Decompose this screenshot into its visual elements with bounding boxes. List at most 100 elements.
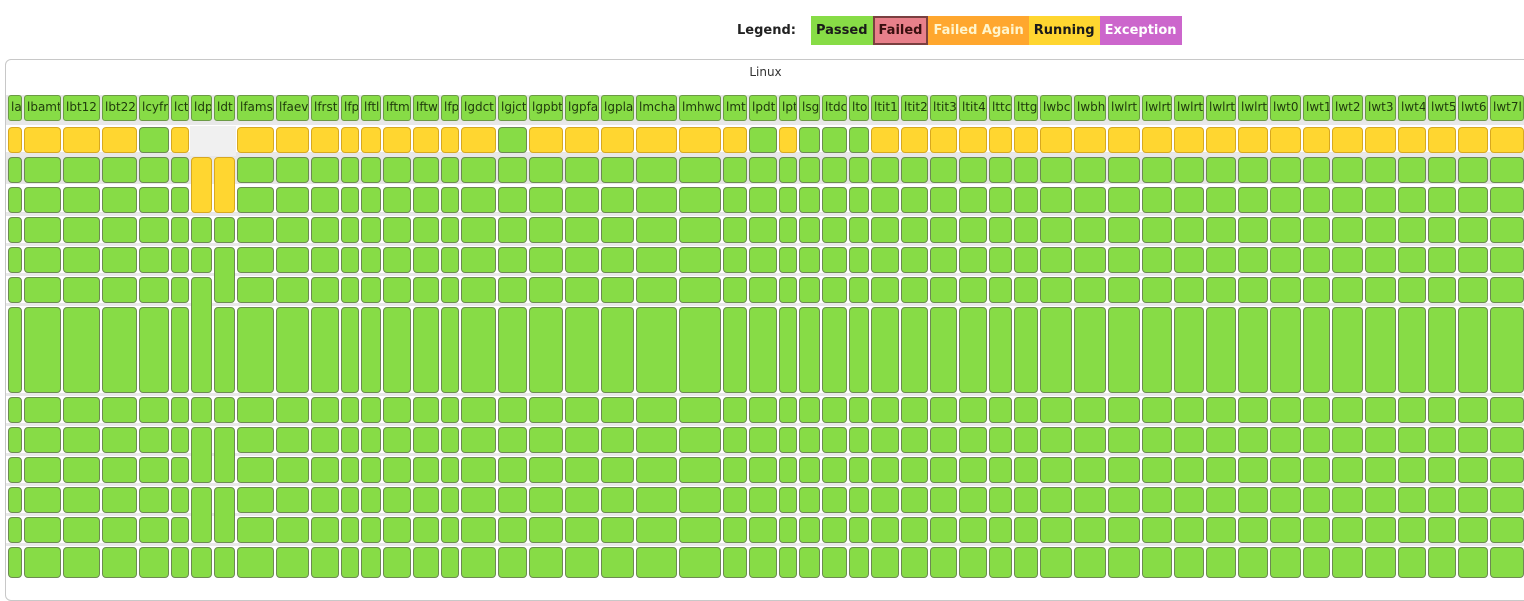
build-history-cell[interactable] <box>24 187 61 213</box>
build-history-cell[interactable] <box>1040 547 1072 578</box>
build-history-cell[interactable] <box>276 187 309 213</box>
build-history-cell[interactable] <box>989 487 1012 513</box>
build-history-cell[interactable] <box>139 457 169 483</box>
build-history-cell[interactable] <box>565 217 599 243</box>
builder-header[interactable]: lbamt <box>24 95 61 121</box>
build-history-cell[interactable] <box>679 457 721 483</box>
build-history-cell[interactable] <box>1238 217 1268 243</box>
build-history-cell[interactable] <box>723 487 747 513</box>
build-history-cell[interactable] <box>237 247 274 273</box>
build-history-cell[interactable] <box>636 517 677 543</box>
build-history-cell[interactable] <box>679 427 721 453</box>
build-history-cell[interactable] <box>1458 277 1488 303</box>
build-history-cell[interactable] <box>1270 397 1301 423</box>
build-history-cell[interactable] <box>1303 457 1330 483</box>
build-history-cell[interactable] <box>276 397 309 423</box>
build-history-cell[interactable] <box>989 397 1012 423</box>
builder-header[interactable]: lwt6 <box>1458 95 1488 121</box>
build-history-cell[interactable] <box>901 427 928 453</box>
build-history-cell[interactable] <box>1365 217 1396 243</box>
build-history-cell[interactable] <box>1428 517 1456 543</box>
build-history-cell[interactable] <box>341 517 359 543</box>
running-build-cell[interactable] <box>989 127 1012 153</box>
build-history-cell[interactable] <box>1270 187 1301 213</box>
build-history-cell[interactable] <box>276 547 309 578</box>
builder-header[interactable]: lmcha <box>636 95 677 121</box>
build-history-cell[interactable] <box>1270 157 1301 183</box>
build-history-cell[interactable] <box>601 277 634 303</box>
build-history-cell[interactable] <box>959 247 987 273</box>
build-history-cell[interactable] <box>849 247 869 273</box>
build-history-cell[interactable] <box>237 307 274 393</box>
build-history-cell[interactable] <box>413 517 439 543</box>
running-build-cell[interactable] <box>1490 127 1524 153</box>
build-history-cell[interactable] <box>1040 307 1072 393</box>
build-history-cell[interactable] <box>799 427 820 453</box>
build-history-cell[interactable] <box>799 277 820 303</box>
build-history-cell[interactable] <box>311 187 339 213</box>
build-history-cell[interactable] <box>989 187 1012 213</box>
build-history-cell[interactable] <box>102 277 137 303</box>
build-history-cell[interactable] <box>361 247 381 273</box>
build-history-cell[interactable] <box>822 427 847 453</box>
build-history-cell[interactable] <box>1174 547 1204 578</box>
build-history-cell[interactable] <box>1238 517 1268 543</box>
running-build-cell[interactable] <box>341 127 359 153</box>
build-history-cell[interactable] <box>723 517 747 543</box>
build-history-cell[interactable] <box>636 247 677 273</box>
build-history-cell[interactable] <box>1074 217 1106 243</box>
build-history-cell[interactable] <box>1040 487 1072 513</box>
build-history-cell[interactable] <box>930 187 957 213</box>
running-build-cell[interactable] <box>1365 127 1396 153</box>
build-history-cell[interactable] <box>679 247 721 273</box>
build-history-cell[interactable] <box>1142 427 1172 453</box>
build-history-cell[interactable] <box>749 247 777 273</box>
build-history-cell[interactable] <box>1428 547 1456 578</box>
running-build-cell[interactable] <box>529 127 563 153</box>
build-history-cell[interactable] <box>959 457 987 483</box>
build-history-cell[interactable] <box>1074 487 1106 513</box>
build-history-cell[interactable] <box>24 277 61 303</box>
build-history-cell[interactable] <box>276 457 309 483</box>
build-history-cell[interactable] <box>1332 247 1363 273</box>
builder-header[interactable]: lgpla <box>601 95 634 121</box>
build-history-cell[interactable] <box>749 277 777 303</box>
build-history-cell[interactable] <box>565 157 599 183</box>
build-history-cell[interactable] <box>871 427 899 453</box>
build-history-cell[interactable] <box>799 487 820 513</box>
build-history-cell[interactable] <box>1074 547 1106 578</box>
build-history-cell[interactable] <box>1206 187 1236 213</box>
running-build-cell[interactable] <box>779 127 797 153</box>
build-history-cell[interactable] <box>1014 397 1038 423</box>
build-history-cell[interactable] <box>237 517 274 543</box>
build-history-cell[interactable] <box>565 307 599 393</box>
running-build-cell[interactable] <box>871 127 899 153</box>
build-history-cell[interactable] <box>930 457 957 483</box>
build-history-cell[interactable] <box>749 307 777 393</box>
build-history-cell[interactable] <box>214 427 235 483</box>
build-history-cell[interactable] <box>461 277 496 303</box>
build-history-cell[interactable] <box>930 487 957 513</box>
build-history-cell[interactable] <box>1490 307 1524 393</box>
build-history-cell[interactable] <box>63 427 100 453</box>
build-history-cell[interactable] <box>24 457 61 483</box>
build-history-cell[interactable] <box>749 187 777 213</box>
build-history-cell[interactable] <box>498 397 527 423</box>
build-history-cell[interactable] <box>849 457 869 483</box>
build-history-cell[interactable] <box>1270 247 1301 273</box>
build-history-cell[interactable] <box>1458 217 1488 243</box>
build-history-cell[interactable] <box>723 547 747 578</box>
build-history-cell[interactable] <box>959 427 987 453</box>
build-history-cell[interactable] <box>461 517 496 543</box>
build-history-cell[interactable] <box>799 307 820 393</box>
build-history-cell[interactable] <box>1074 307 1106 393</box>
build-history-cell[interactable] <box>1490 547 1524 578</box>
running-build-cell[interactable] <box>1108 127 1140 153</box>
build-history-cell[interactable] <box>1332 547 1363 578</box>
build-history-cell[interactable] <box>1458 547 1488 578</box>
build-history-cell[interactable] <box>276 247 309 273</box>
build-history-cell[interactable] <box>1332 187 1363 213</box>
build-history-cell[interactable] <box>1108 247 1140 273</box>
passed-build-cell[interactable] <box>139 127 169 153</box>
build-history-cell[interactable] <box>8 547 22 578</box>
